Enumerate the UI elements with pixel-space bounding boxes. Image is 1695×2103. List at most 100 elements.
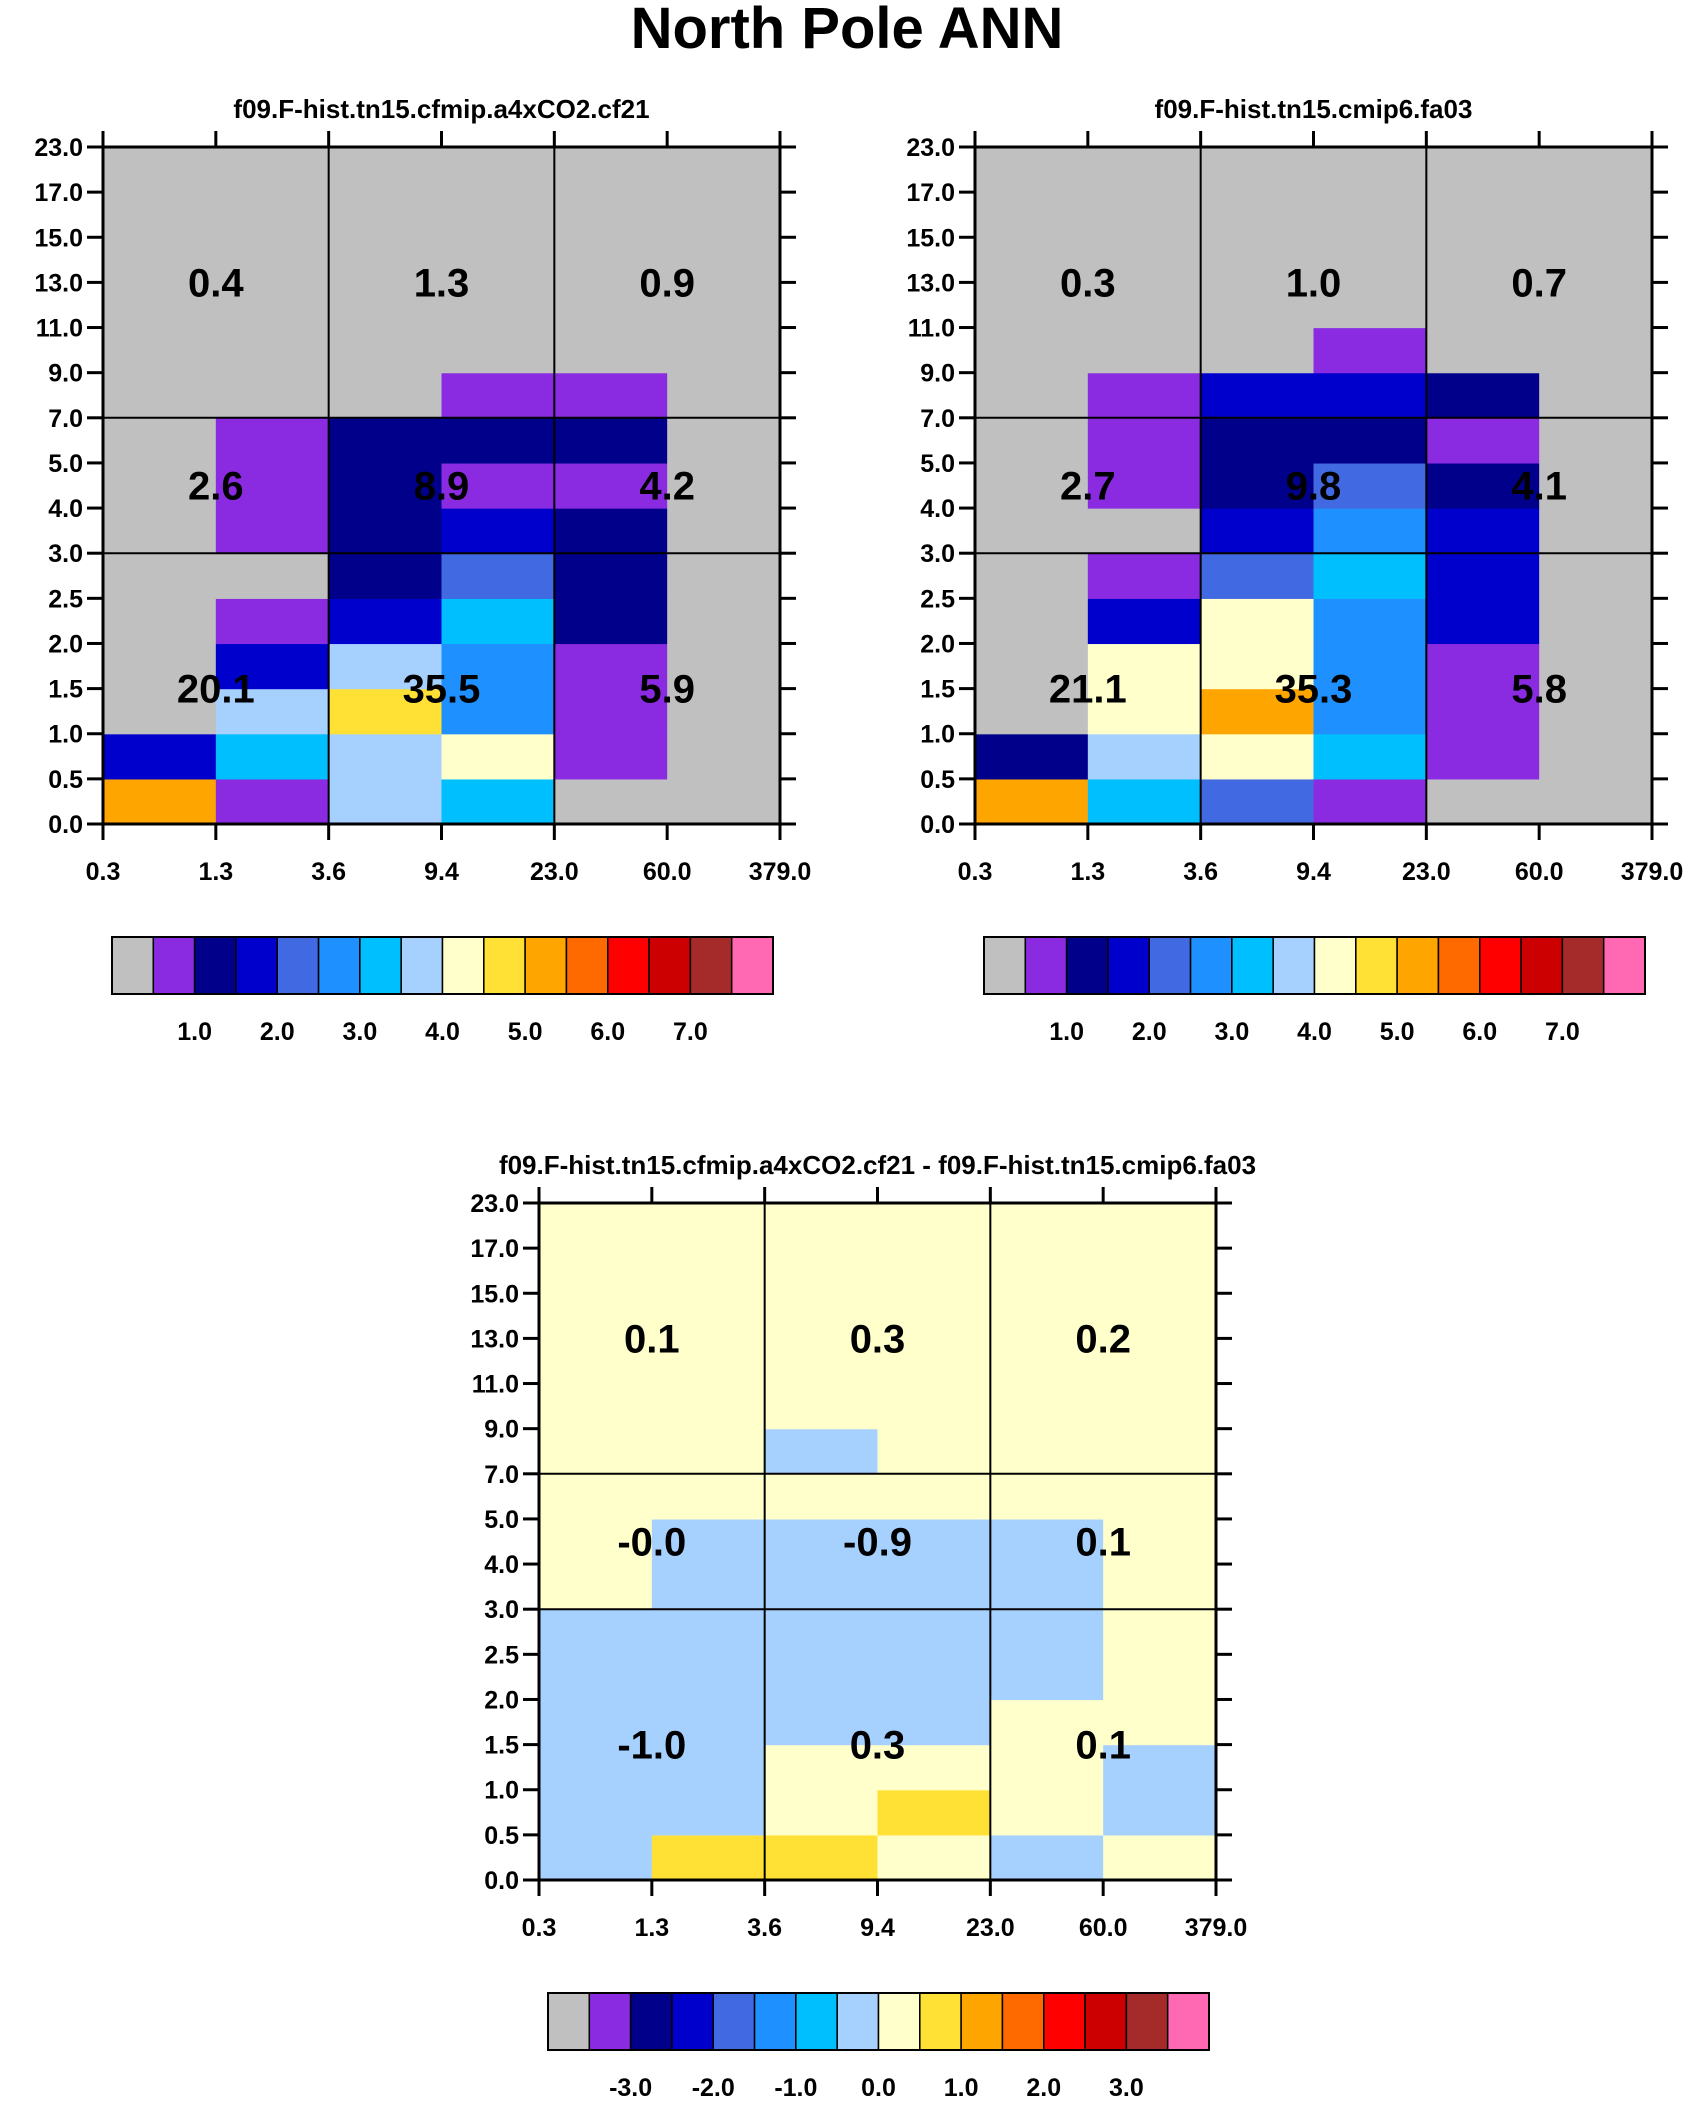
colorbar-label: 7.0 [673,1018,708,1046]
heatmap-cell [975,282,1089,329]
y-tick-label: 7.0 [920,405,955,433]
y-tick-label: 11.0 [908,315,955,343]
panel-2: f09.F-hist.tn15.cmip6.fa03 0.0 0.5 1.0 1.5 2.… [906,94,1683,1046]
colorbar: 1.0 2.0 3.0 4.0 5.0 6.0 7.0 [983,936,1646,1046]
heatmap-cell [103,282,217,329]
colorbar-box [1166,1992,1210,2051]
heatmap-cell [1313,553,1427,599]
heatmap-cell [554,237,668,283]
colorbar-label: 0.0 [861,2074,896,2102]
heatmap-cell [975,688,1089,735]
y-tick-label: 15.0 [34,224,83,252]
heatmap-cell [1426,147,1540,193]
heatmap-cell [554,462,668,509]
axes: 0.0 0.5 1.0 1.5 2.0 2.5 3.0 4.0 5.0 7.0 9.0 11.0 13.… [470,1187,1247,1942]
heatmap-cell [1087,192,1202,238]
box-value-label: 0.1 [1075,1724,1131,1768]
heatmap-cell [441,282,555,329]
x-tick-label: 3.6 [311,858,346,886]
heatmap-cell [990,1248,1104,1294]
heatmap-cell [1103,1203,1217,1249]
heatmap-cell [667,417,781,464]
box-value-label: -0.0 [617,1521,686,1565]
heatmap-cell [539,1564,653,1610]
heatmap-cell [1200,598,1315,645]
heatmap-cell [215,598,330,645]
heatmap-cell [1313,462,1427,509]
colorbar-box [152,936,196,995]
colorbar-box [712,1992,756,2051]
box-value-label: 2.6 [188,465,244,509]
y-tick-label: 13.0 [906,269,955,297]
heatmap-cell [441,598,555,645]
x-tick-label: 23.0 [966,1914,1015,1942]
colorbar-box [1189,936,1233,995]
box-value-label: 5.9 [639,668,695,712]
heatmap-cell [667,598,781,645]
axes: 0.0 0.5 1.0 1.5 2.0 2.5 3.0 4.0 5.0 7.0 9.0 11.0 13.… [34,131,811,886]
y-tick-label: 7.0 [484,1461,519,1489]
heatmap-cell [1087,327,1202,374]
colorbar-label: 1.0 [944,2074,979,2102]
heatmap-cell [539,1293,653,1339]
y-tick-label: 2.5 [48,585,83,613]
box-value-label: 4.2 [639,465,695,509]
heatmap-cell [539,1338,653,1385]
heatmap-cell [328,372,443,419]
heatmap-cell [1103,1564,1217,1610]
heatmap-cell [877,1834,991,1881]
y-tick-label: 0.5 [920,766,955,794]
heatmap-cell [1200,237,1315,283]
heatmap-cell [877,1744,991,1791]
heatmap-cell [1087,462,1202,509]
y-tick-label: 17.0 [906,179,955,207]
heatmap-cell [990,1789,1104,1836]
heatmap-cell [1087,733,1202,780]
heatmap-cell [215,372,330,419]
heatmap-cell [103,327,217,374]
heatmap-cell [328,192,443,238]
heatmap-cell [1426,643,1540,690]
colorbar: 1.0 2.0 3.0 4.0 5.0 6.0 7.0 [111,936,774,1046]
heatmap-cell [441,462,555,509]
colorbar-box [1125,1992,1169,2051]
heatmap-cell [1087,553,1202,599]
box-value-label: 35.3 [1275,668,1353,712]
heatmap-cell [1426,192,1540,238]
heatmap-cell [1426,372,1540,419]
heatmap-cell [651,1383,766,1430]
heatmap-cell [328,643,443,690]
heatmap-cell [554,778,668,825]
heatmap-cell [539,1473,653,1520]
heatmap-cell [764,1383,879,1430]
heatmap-cell [328,462,443,509]
x-tick-label: 60.0 [1079,1914,1128,1942]
colorbar-box [1561,936,1605,995]
y-tick-label: 2.0 [48,630,83,658]
heatmap-cell [1539,372,1653,419]
colorbar-box [1396,936,1440,995]
box-value-label: 0.1 [1075,1521,1131,1565]
heatmap-cell [328,778,443,825]
heatmap-cell [990,1564,1104,1610]
heatmap-cell [539,1834,653,1881]
heatmap-cell [103,643,217,690]
colorbar-box [1355,936,1398,995]
x-tick-label: 60.0 [1515,858,1564,886]
heatmap-cell [1313,237,1427,283]
heatmap-cell [764,1564,879,1610]
heatmap-cell [667,688,781,735]
x-tick-label: 3.6 [1183,858,1218,886]
panel-title: f09.F-hist.tn15.cfmip.a4xCO2.cf21 - f09.… [499,1150,1256,1180]
x-tick-label: 379.0 [749,858,812,886]
colorbar-label: 3.0 [342,1018,377,1046]
heatmap-cell [328,598,443,645]
heatmap-cell [667,733,781,780]
heatmap-cell [441,778,555,825]
heatmap-cell [1200,147,1315,193]
heatmap-cell [877,1789,991,1836]
heatmap-cell [975,553,1089,599]
heatmap-cell [1539,282,1653,329]
heatmap-cell [764,1293,879,1339]
colorbar-box [1313,936,1357,995]
